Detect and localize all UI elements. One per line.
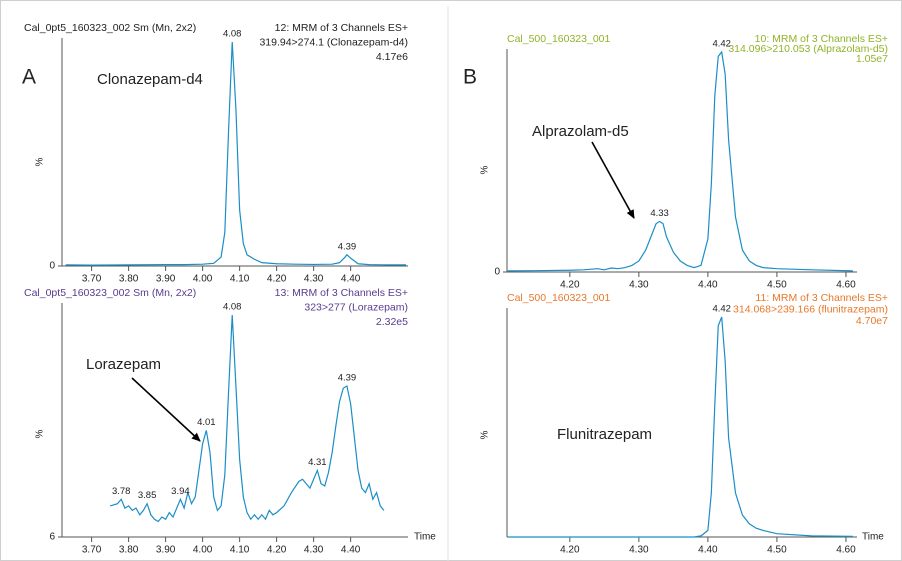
annotation: Flunitrazepam (557, 426, 652, 443)
x-tick-label: 4.10 (230, 545, 250, 556)
x-tick-label: 4.30 (629, 545, 649, 556)
trace (65, 41, 407, 266)
y-axis-label: % (35, 429, 46, 438)
peak-label: 4.33 (650, 208, 669, 219)
annotation-arrow (591, 141, 635, 219)
header-right: 11: MRM of 3 Channels ES+ (755, 292, 888, 304)
peak-label: 4.42 (712, 304, 731, 315)
y-axis-label: % (480, 430, 491, 439)
header-right: 13: MRM of 3 Channels ES+ (275, 287, 408, 299)
x-axis-label: Time (862, 532, 884, 543)
x-tick-label: 4.10 (230, 274, 250, 285)
x-tick-label: 4.60 (836, 280, 856, 291)
x-tick-label: 4.50 (767, 280, 787, 291)
peak-label: 4.31 (308, 457, 327, 468)
peak-label: 4.08 (223, 29, 242, 40)
peak-label: 3.78 (112, 486, 131, 497)
x-tick-label: 4.50 (767, 545, 787, 556)
x-tick-label: 4.00 (193, 274, 213, 285)
panel-label: B (463, 66, 477, 89)
header-right: 2.32e5 (376, 316, 408, 328)
x-axis-label: Time (414, 532, 436, 543)
peak-label: 4.39 (338, 241, 357, 252)
x-tick-label: 4.20 (267, 274, 287, 285)
y-tick-label: 0 (49, 261, 55, 272)
trace (109, 314, 385, 523)
annotation: Lorazepam (86, 356, 161, 373)
peak-label: 4.08 (223, 302, 242, 313)
annotation: Clonazepam-d4 (97, 71, 203, 88)
header-right: 12: MRM of 3 Channels ES+ (275, 22, 408, 34)
x-tick-label: 3.90 (156, 274, 176, 285)
x-tick-label: 3.80 (119, 545, 139, 556)
header-right: 314.068>239.166 (flunitrazepam) (733, 303, 888, 315)
y-tick-label: 0 (494, 267, 500, 278)
header-right: 10: MRM of 3 Channels ES+ (755, 33, 888, 45)
header-left: Cal_500_160323_001 (507, 292, 611, 304)
panel-label: A (22, 66, 36, 89)
x-tick-label: 4.30 (304, 545, 324, 556)
trace (507, 50, 853, 272)
x-tick-label: 4.60 (836, 545, 856, 556)
x-tick-label: 4.20 (560, 280, 580, 291)
x-tick-label: 4.40 (341, 545, 361, 556)
annotation-arrow (131, 377, 201, 442)
peak-label: 3.85 (138, 490, 157, 501)
y-axis-label: % (480, 165, 491, 174)
x-tick-label: 4.00 (193, 545, 213, 556)
trace (507, 316, 853, 538)
x-tick-label: 3.70 (82, 274, 102, 285)
header-right: 323>277 (Lorazepam) (304, 301, 408, 313)
header-right: 314.096>210.053 (Alprazolam-d5) (728, 43, 888, 55)
peak-label: 4.01 (197, 417, 216, 428)
header-right: 4.70e7 (856, 315, 888, 327)
header-right: 1.05e7 (856, 53, 888, 65)
x-tick-label: 4.40 (341, 274, 361, 285)
peak-label: 4.39 (338, 373, 357, 384)
x-tick-label: 3.80 (119, 274, 139, 285)
x-tick-label: 4.20 (267, 545, 287, 556)
header-left: Cal_0pt5_160323_002 Sm (Mn, 2x2) (24, 287, 196, 299)
x-tick-label: 4.30 (304, 274, 324, 285)
y-tick-label: 6 (49, 532, 55, 543)
x-tick-label: 3.70 (82, 545, 102, 556)
x-tick-label: 4.40 (698, 280, 718, 291)
header-left: Cal_0pt5_160323_002 Sm (Mn, 2x2) (24, 22, 196, 34)
header-right: 319.94>274.1 (Clonazepam-d4) (259, 36, 408, 48)
x-tick-label: 4.40 (698, 545, 718, 556)
header-left: Cal_500_160323_001 (507, 33, 611, 45)
x-tick-label: 4.30 (629, 280, 649, 291)
x-tick-label: 4.20 (560, 545, 580, 556)
peak-label: 3.94 (171, 486, 190, 497)
y-axis-label: % (35, 157, 46, 166)
x-tick-label: 3.90 (156, 545, 176, 556)
peak-label: 4.42 (712, 39, 731, 50)
header-right: 4.17e6 (376, 51, 408, 63)
annotation: Alprazolam-d5 (532, 123, 629, 140)
